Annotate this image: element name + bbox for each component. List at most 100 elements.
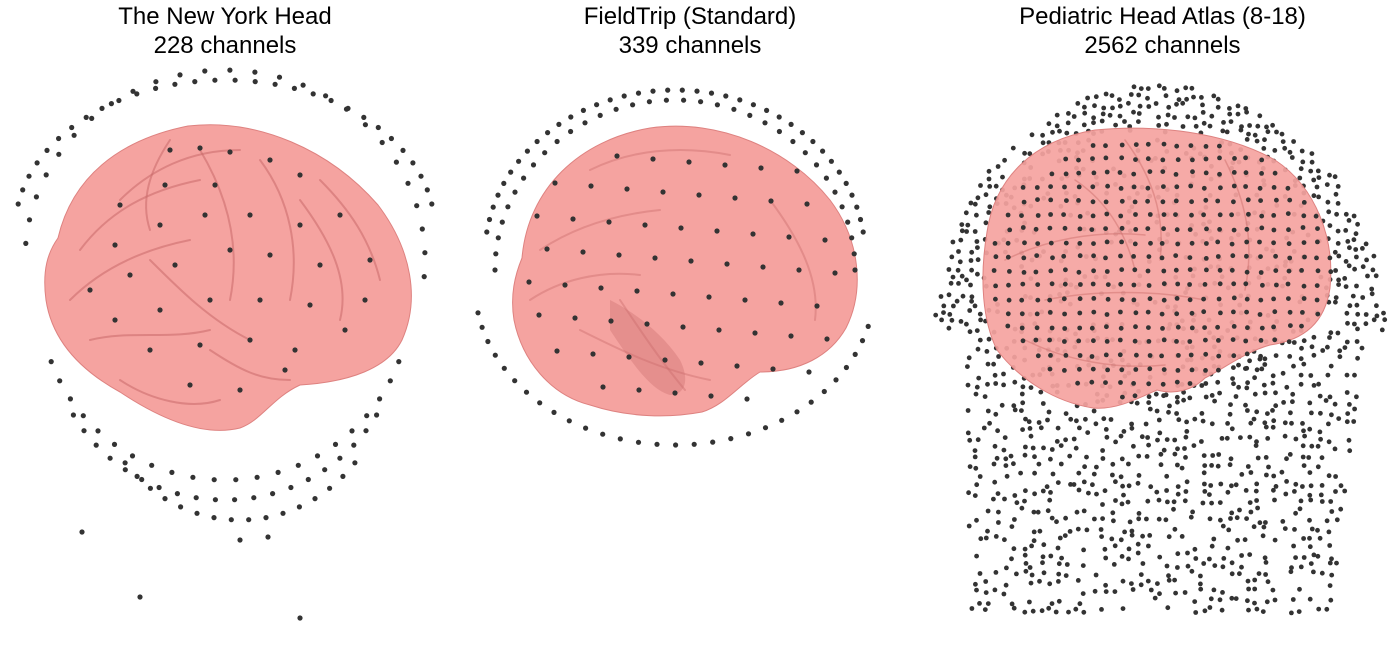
sensor-dot bbox=[1077, 366, 1082, 372]
sensor-dot bbox=[977, 311, 983, 317]
sensor-dot bbox=[1119, 142, 1125, 148]
sensor-dot bbox=[1264, 472, 1269, 478]
sensor-dot bbox=[1164, 473, 1170, 479]
sensor-dot bbox=[1180, 100, 1186, 106]
sensor-dot bbox=[1335, 184, 1341, 189]
sensor-dot bbox=[1091, 296, 1097, 301]
sensor-dot bbox=[33, 194, 40, 200]
sensor-dot bbox=[1371, 253, 1377, 259]
sensor-dot bbox=[1238, 127, 1244, 133]
sensor-dot bbox=[1311, 569, 1316, 575]
sensor-dot bbox=[1146, 394, 1152, 400]
sensor-dot bbox=[1229, 212, 1234, 218]
sensor-dot bbox=[1307, 517, 1312, 523]
sensor-dot bbox=[1315, 553, 1321, 559]
sensor-dot bbox=[1035, 297, 1041, 303]
sensor-dot bbox=[1049, 515, 1055, 521]
sensor-dot bbox=[1137, 103, 1143, 109]
sensor-dot bbox=[1351, 237, 1357, 243]
sensor-dot bbox=[1191, 443, 1197, 448]
sensor-dot bbox=[1119, 239, 1124, 245]
sensor-dot bbox=[272, 81, 278, 87]
sensor-dot bbox=[26, 173, 32, 179]
sensor-dot bbox=[1263, 455, 1269, 460]
sensor-dot bbox=[1327, 583, 1333, 588]
sensor-dot bbox=[194, 510, 200, 516]
sensor-dot bbox=[1272, 537, 1278, 543]
sensor-dot bbox=[985, 601, 991, 606]
sensor-dot bbox=[1099, 534, 1104, 539]
sensor-dot bbox=[1228, 119, 1234, 124]
sensor-dot bbox=[1191, 94, 1196, 100]
sensor-dot bbox=[983, 535, 989, 541]
sensor-dot bbox=[983, 220, 989, 226]
sensor-dot bbox=[1145, 141, 1151, 147]
sensor-dot bbox=[1244, 309, 1249, 315]
sensor-dot bbox=[1244, 296, 1250, 302]
sensor-dot bbox=[1080, 563, 1086, 568]
sensor-dot bbox=[342, 327, 348, 333]
sensor-dot bbox=[1252, 132, 1258, 138]
sensor-dot bbox=[34, 160, 40, 166]
sensor-dot bbox=[1159, 241, 1165, 246]
sensor-dot bbox=[1259, 325, 1265, 331]
sensor-dot bbox=[147, 347, 153, 353]
sensor-dot bbox=[1342, 276, 1348, 281]
sensor-dot bbox=[995, 164, 1001, 169]
sensor-dot bbox=[1202, 325, 1207, 330]
sensor-dot bbox=[1109, 536, 1115, 542]
sensor-dot bbox=[1122, 529, 1127, 535]
sensor-dot bbox=[1265, 436, 1271, 441]
sensor-dot bbox=[1335, 241, 1341, 246]
sensor-dot bbox=[972, 303, 978, 309]
sensor-dot bbox=[275, 469, 281, 475]
sensor-dot bbox=[1382, 317, 1388, 323]
sensor-dot bbox=[1081, 609, 1087, 615]
sensor-dot bbox=[1207, 516, 1213, 522]
sensor-dot bbox=[972, 201, 978, 207]
sensor-dot bbox=[1063, 573, 1069, 578]
sensor-dot bbox=[1217, 143, 1222, 149]
sensor-dot bbox=[1190, 169, 1195, 175]
sensor-dot bbox=[650, 156, 656, 162]
sensor-dot bbox=[1012, 407, 1018, 413]
sensor-dot bbox=[1038, 389, 1044, 395]
sensor-dot bbox=[1217, 500, 1223, 505]
sensor-dot bbox=[1012, 379, 1018, 385]
sensor-dot bbox=[534, 138, 540, 145]
sensor-dot bbox=[1369, 291, 1375, 297]
sensor-dot bbox=[1354, 254, 1359, 260]
sensor-dot bbox=[1129, 425, 1135, 431]
sensor-dot bbox=[1217, 212, 1223, 218]
sensor-dot bbox=[1136, 453, 1142, 459]
sensor-dot bbox=[1090, 482, 1095, 488]
sensor-dot bbox=[1190, 157, 1195, 163]
sensor-dot bbox=[1290, 391, 1296, 397]
sensor-dot bbox=[1271, 418, 1277, 424]
sensor-dot bbox=[1293, 510, 1298, 516]
sensor-dot bbox=[1048, 240, 1054, 246]
sensor-dot bbox=[1254, 439, 1259, 445]
sensor-dot bbox=[1216, 367, 1221, 373]
sensor-dot bbox=[1231, 295, 1237, 301]
sensor-dot bbox=[1315, 311, 1321, 317]
sensor-dot bbox=[1262, 362, 1268, 367]
sensor-dot bbox=[1211, 93, 1217, 99]
sensor-dot bbox=[1053, 609, 1059, 615]
sensor-dot bbox=[1239, 472, 1245, 477]
sensor-dot bbox=[1360, 246, 1365, 251]
surface-contour bbox=[539, 209, 661, 251]
sensor-dot bbox=[1247, 123, 1252, 128]
sensor-dot bbox=[1166, 573, 1171, 579]
sensor-dot bbox=[568, 114, 574, 120]
sensor-dot bbox=[1128, 92, 1134, 97]
sensor-dot bbox=[1333, 191, 1339, 197]
sensor-dot bbox=[99, 105, 105, 111]
sensor-dot bbox=[485, 338, 491, 345]
sensor-dot bbox=[1173, 267, 1179, 273]
sensor-dot bbox=[1244, 365, 1250, 371]
sensor-dot bbox=[227, 67, 233, 73]
sensor-dot bbox=[1148, 240, 1153, 246]
sensor-dot bbox=[843, 364, 849, 371]
sensor-dot bbox=[1033, 269, 1039, 275]
